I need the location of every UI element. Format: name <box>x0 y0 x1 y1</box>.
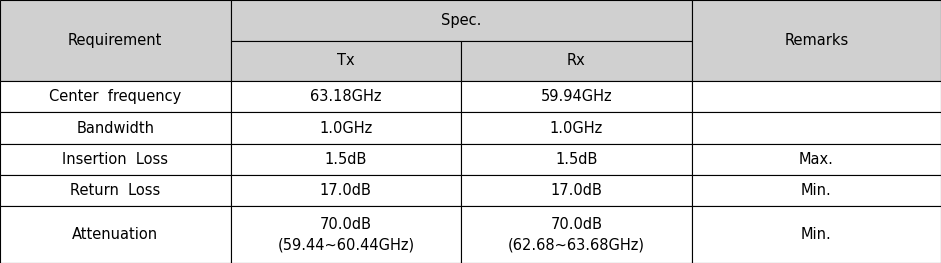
Bar <box>692 81 941 112</box>
Bar <box>461 206 692 263</box>
Text: 17.0dB: 17.0dB <box>550 183 602 198</box>
Bar <box>0 144 231 175</box>
Text: 1.0GHz: 1.0GHz <box>550 120 603 135</box>
Bar <box>692 144 941 175</box>
Bar <box>231 112 461 144</box>
Text: 17.0dB: 17.0dB <box>320 183 372 198</box>
Text: 1.5dB: 1.5dB <box>555 152 598 167</box>
Text: Requirement: Requirement <box>68 33 163 48</box>
Text: 63.18GHz: 63.18GHz <box>311 89 381 104</box>
Text: 70.0dB
(59.44~60.44GHz): 70.0dB (59.44~60.44GHz) <box>278 217 414 252</box>
Text: Return  Loss: Return Loss <box>71 183 160 198</box>
Text: 1.0GHz: 1.0GHz <box>319 120 373 135</box>
Text: Insertion  Loss: Insertion Loss <box>62 152 168 167</box>
Bar <box>231 81 461 112</box>
Text: 1.5dB: 1.5dB <box>325 152 367 167</box>
Text: Remarks: Remarks <box>784 33 849 48</box>
Text: 59.94GHz: 59.94GHz <box>540 89 613 104</box>
Text: Rx: Rx <box>567 53 585 68</box>
Bar <box>461 112 692 144</box>
Bar <box>0 175 231 206</box>
Bar <box>231 175 461 206</box>
Bar <box>0 112 231 144</box>
Text: Max.: Max. <box>799 152 834 167</box>
Bar <box>461 41 692 81</box>
Text: Spec.: Spec. <box>441 13 481 28</box>
Bar <box>231 0 692 41</box>
Text: Center  frequency: Center frequency <box>49 89 182 104</box>
Text: 70.0dB
(62.68~63.68GHz): 70.0dB (62.68~63.68GHz) <box>508 217 645 252</box>
Bar <box>692 206 941 263</box>
Text: Bandwidth: Bandwidth <box>76 120 154 135</box>
Text: Min.: Min. <box>801 227 832 242</box>
Bar <box>461 81 692 112</box>
Bar <box>231 206 461 263</box>
Bar <box>461 144 692 175</box>
Bar <box>461 175 692 206</box>
Bar <box>0 0 231 81</box>
Bar <box>231 41 461 81</box>
Text: Tx: Tx <box>337 53 355 68</box>
Bar <box>692 175 941 206</box>
Text: Attenuation: Attenuation <box>72 227 158 242</box>
Text: Min.: Min. <box>801 183 832 198</box>
Bar <box>0 81 231 112</box>
Bar <box>231 144 461 175</box>
Bar <box>0 206 231 263</box>
Bar <box>692 0 941 81</box>
Bar <box>692 112 941 144</box>
